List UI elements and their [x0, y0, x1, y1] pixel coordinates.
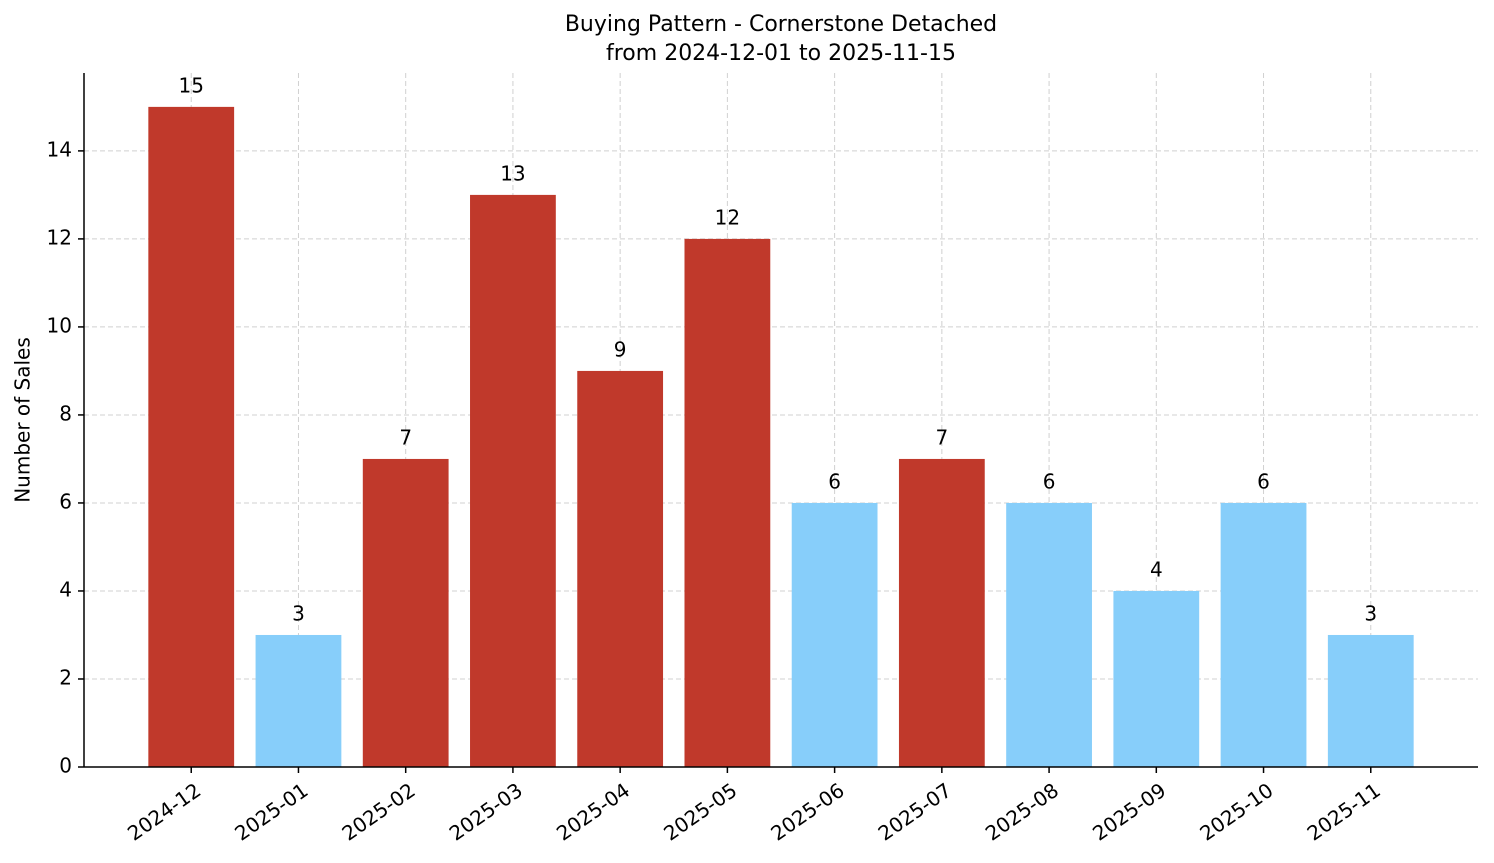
x-tick-label: 2025-06	[766, 778, 848, 846]
x-tick-label: 2025-10	[1195, 778, 1277, 846]
y-axis-label: Number of Sales	[11, 337, 35, 503]
value-label: 6	[1043, 469, 1056, 493]
value-label: 6	[828, 469, 841, 493]
value-label: 12	[715, 205, 740, 229]
bar	[470, 194, 556, 768]
x-tick-label: 2025-08	[981, 778, 1063, 846]
bar	[791, 502, 878, 767]
value-label: 3	[292, 601, 305, 625]
value-label: 7	[399, 425, 412, 449]
y-tick-label: 8	[59, 401, 72, 425]
value-label: 9	[614, 337, 627, 361]
y-tick-label: 6	[59, 489, 72, 513]
x-tick-label: 2025-04	[552, 778, 634, 846]
x-tick-label: 2025-11	[1303, 778, 1385, 846]
x-tick-label: 2025-05	[659, 778, 741, 846]
value-label: 7	[935, 425, 948, 449]
x-tick-label: 2025-02	[337, 778, 419, 846]
bar	[577, 370, 664, 767]
bar	[1113, 590, 1200, 767]
y-tick-label: 2	[59, 665, 72, 689]
y-tick-label: 12	[47, 225, 72, 249]
y-tick-label: 10	[47, 313, 72, 337]
bar	[1006, 502, 1092, 767]
x-tick-label: 2025-07	[874, 778, 956, 846]
x-tick-label: 2025-09	[1088, 778, 1170, 846]
value-label: 13	[500, 161, 525, 185]
y-tick-label: 4	[59, 577, 72, 601]
y-tick-label: 14	[47, 137, 72, 161]
y-tick-label: 0	[59, 754, 72, 778]
bar	[362, 458, 449, 767]
bar	[684, 238, 771, 767]
x-tick-label: 2025-03	[445, 778, 527, 846]
bar	[148, 106, 235, 767]
bar	[1220, 502, 1307, 767]
value-label: 15	[179, 73, 204, 97]
bar	[1327, 634, 1414, 767]
value-label: 4	[1150, 557, 1163, 581]
x-tick-label: 2025-01	[230, 778, 312, 846]
value-label: 6	[1257, 469, 1270, 493]
value-label: 3	[1364, 601, 1377, 625]
bar	[898, 458, 985, 767]
chart-title: Buying Pattern - Cornerstone Detached	[565, 12, 997, 37]
x-tick-label: 2024-12	[123, 778, 205, 846]
chart-subtitle: from 2024-12-01 to 2025-11-15	[606, 41, 956, 66]
bar	[255, 634, 342, 767]
